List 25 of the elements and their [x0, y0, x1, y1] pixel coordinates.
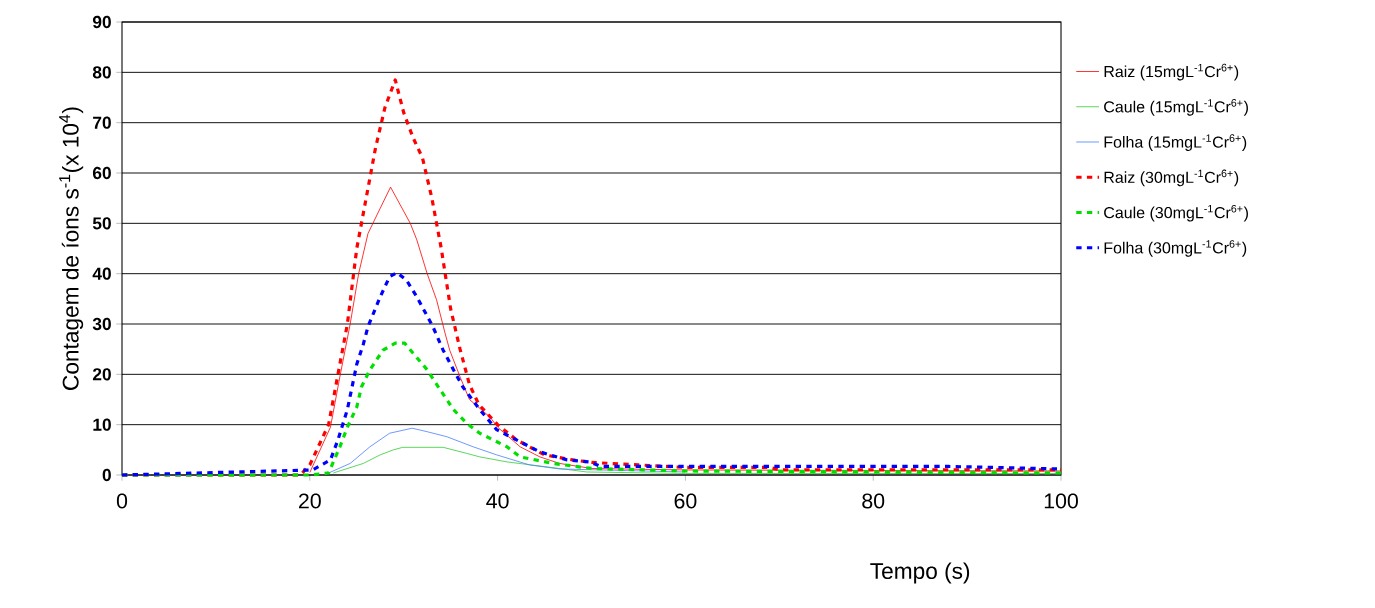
x-tick-label: 40: [486, 493, 509, 509]
legend-label: Raiz (30mgL$^{-1}$Cr$^{6+}$): [1104, 169, 1239, 187]
y-axis-title: Contagem de íons s$^{-1}$(x 10$^{4}$): [59, 107, 84, 390]
legend-label: Folha (30mgL$^{-1}$Cr$^{6+}$): [1104, 240, 1247, 257]
y-tick-label: 30: [92, 317, 111, 331]
x-tick-label: 60: [674, 493, 697, 509]
x-tick-label: 20: [299, 493, 321, 509]
y-tick-label: 60: [92, 166, 111, 180]
x-tick-label: 100: [1044, 493, 1078, 509]
legend-label: Raiz (15mgL$^{-1}$Cr$^{6+}$): [1104, 63, 1239, 81]
y-tick-label: 0: [102, 468, 111, 482]
x-axis-title: Tempo (s): [870, 562, 970, 584]
line-series: [328, 427, 686, 474]
y-tick-label: 50: [92, 217, 111, 230]
legend-label: Caule (15mgL$^{-1}$Cr$^{6+}$): [1104, 99, 1248, 116]
y-tick-label: 10: [93, 418, 111, 431]
legend-label: Caule (30mgL$^{-1}$Cr$^{6+}$): [1104, 204, 1248, 222]
y-tick-label: 80: [92, 66, 111, 79]
y-tick-label: 70: [93, 116, 111, 129]
y-tick-label: 90: [92, 15, 111, 29]
y-tick-label: 20: [92, 368, 111, 381]
legend-label: Folha (15mgL$^{-1}$Cr$^{6+}$): [1104, 134, 1247, 151]
x-tick-label: 0: [116, 493, 128, 509]
x-tick-label: 80: [862, 493, 885, 509]
y-tick-label: 40: [92, 267, 111, 280]
